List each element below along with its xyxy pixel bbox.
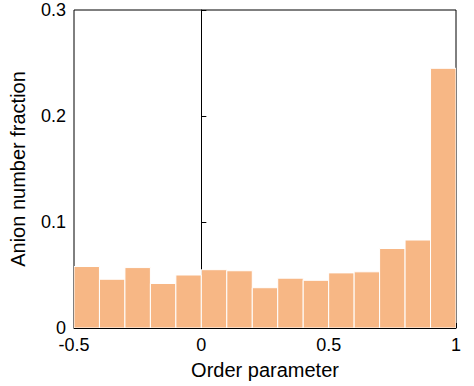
svg-text:0: 0 xyxy=(196,335,206,355)
svg-text:Anion number fraction: Anion number fraction xyxy=(7,71,29,267)
svg-text:-0.5: -0.5 xyxy=(58,335,89,355)
svg-text:0.1: 0.1 xyxy=(41,212,66,232)
svg-text:Order parameter: Order parameter xyxy=(191,359,339,381)
svg-text:0.3: 0.3 xyxy=(41,0,66,20)
svg-text:0: 0 xyxy=(56,318,66,338)
svg-text:0.5: 0.5 xyxy=(316,335,341,355)
svg-text:1: 1 xyxy=(451,335,461,355)
svg-text:0.2: 0.2 xyxy=(41,106,66,126)
